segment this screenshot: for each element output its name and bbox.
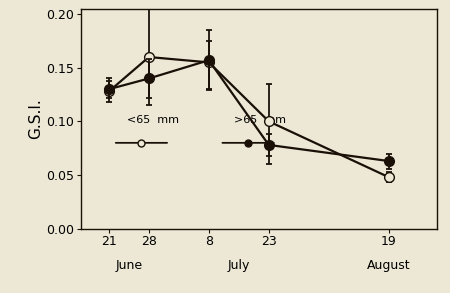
Text: August: August [367, 259, 410, 272]
Y-axis label: G.S.I.: G.S.I. [28, 98, 43, 139]
Text: <65  mm: <65 mm [127, 115, 179, 125]
Text: >65  mm: >65 mm [234, 115, 286, 125]
Text: June: June [115, 259, 143, 272]
Text: July: July [228, 259, 250, 272]
